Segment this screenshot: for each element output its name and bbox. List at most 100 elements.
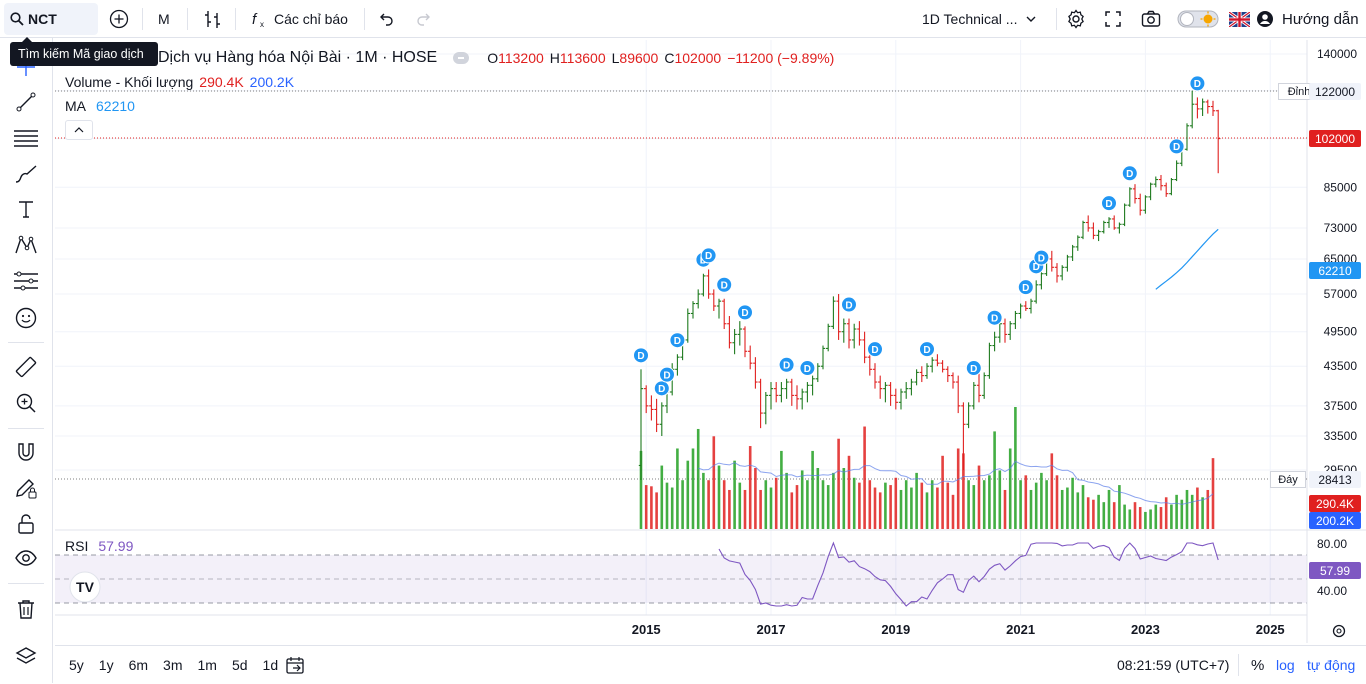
- dividend-marker[interactable]: D: [965, 360, 982, 377]
- object-tree-tool[interactable]: [13, 644, 39, 670]
- compare-symbol-button[interactable]: [106, 0, 132, 38]
- time-tick-label: 2017: [757, 622, 786, 637]
- screenshot-button[interactable]: [1140, 0, 1162, 38]
- price-bar: [654, 398, 659, 433]
- lock-drawings-tool[interactable]: [13, 511, 39, 537]
- volume-bar: [806, 480, 809, 529]
- prediction-tool[interactable]: [13, 268, 39, 294]
- dividend-marker[interactable]: D: [700, 247, 717, 264]
- chart-settings-gear[interactable]: [1332, 624, 1346, 638]
- zoom-tool[interactable]: [13, 390, 39, 416]
- high-label: H: [549, 50, 560, 66]
- dividend-marker[interactable]: D: [737, 304, 753, 321]
- dividend-marker[interactable]: D: [653, 380, 670, 397]
- dividend-markers[interactable]: DDDDDDDDDDDDDDDDDDDDDD: [633, 75, 1206, 397]
- rsi-tick-label: 40.00: [1317, 584, 1347, 598]
- tradingview-logo[interactable]: TV: [69, 571, 101, 603]
- range-button-5y[interactable]: 5y: [69, 657, 84, 673]
- range-button-1y[interactable]: 1y: [98, 657, 114, 673]
- legend-collapse-button[interactable]: [453, 52, 470, 64]
- svg-text:D: D: [663, 370, 670, 381]
- icon-tool[interactable]: [13, 305, 39, 331]
- search-icon: [10, 12, 24, 26]
- ma-line: [1155, 228, 1219, 290]
- dividend-marker[interactable]: D: [669, 332, 686, 349]
- svg-text:D: D: [705, 251, 712, 262]
- clock-label[interactable]: 08:21:59 (UTC+7): [1117, 657, 1230, 673]
- ma-legend[interactable]: MA 62210: [65, 98, 135, 114]
- stay-drawing-tool[interactable]: [13, 475, 39, 501]
- dividend-marker[interactable]: D: [841, 296, 857, 313]
- dividend-marker[interactable]: D: [1168, 138, 1185, 155]
- brush-tool[interactable]: [13, 161, 39, 187]
- redo-button[interactable]: [414, 0, 434, 38]
- log-toggle[interactable]: log: [1276, 657, 1295, 673]
- settings-button[interactable]: [1065, 0, 1087, 38]
- auto-toggle[interactable]: tự động: [1307, 657, 1356, 673]
- fullscreen-button[interactable]: [1103, 0, 1123, 38]
- svg-text:D: D: [1173, 142, 1180, 153]
- fib-tool[interactable]: [13, 125, 39, 151]
- pattern-tool[interactable]: [13, 232, 39, 258]
- volume-bar: [1086, 497, 1090, 529]
- magnet-tool[interactable]: [13, 439, 39, 465]
- interval-button[interactable]: M: [158, 11, 170, 27]
- remove-drawings-tool[interactable]: [13, 596, 39, 622]
- price-bar: [826, 323, 831, 352]
- volume-bar: [1102, 502, 1106, 529]
- dividend-marker[interactable]: D: [1101, 195, 1117, 212]
- symbol-search-button[interactable]: NCT: [4, 3, 98, 35]
- theme-toggle[interactable]: [1177, 0, 1221, 38]
- hide-drawings-tool[interactable]: [13, 545, 39, 571]
- range-button-3m[interactable]: 3m: [163, 657, 183, 673]
- range-button-6m[interactable]: 6m: [128, 657, 149, 673]
- dividend-marker[interactable]: D: [778, 356, 795, 373]
- dividend-marker[interactable]: D: [799, 360, 816, 377]
- time-axis[interactable]: 2015 2017 2019 2021 2023 2025: [632, 622, 1285, 637]
- measure-tool[interactable]: [13, 354, 39, 380]
- last-price-tag: 102000: [1309, 130, 1361, 147]
- goto-date-button[interactable]: [284, 646, 306, 684]
- range-button-5d[interactable]: 5d: [231, 657, 248, 673]
- dividend-marker[interactable]: D: [867, 341, 883, 358]
- language-button[interactable]: [1229, 0, 1250, 38]
- undo-button[interactable]: [376, 0, 396, 38]
- trend-line-tool[interactable]: [13, 89, 39, 115]
- price-bar: [909, 378, 914, 396]
- volume-bar: [1128, 509, 1132, 529]
- dividend-marker[interactable]: D: [716, 276, 733, 293]
- volume-bar: [681, 480, 684, 529]
- high-value: 113600: [559, 50, 606, 66]
- collapse-legend-button[interactable]: [65, 120, 93, 140]
- price-bar: [1200, 98, 1205, 117]
- dividend-marker[interactable]: D: [1189, 75, 1206, 92]
- dividend-marker[interactable]: D: [659, 366, 675, 383]
- range-button-1m[interactable]: 1m: [197, 657, 217, 673]
- chart-area[interactable]: DDDDDDDDDDDDDDDDDDDDDD 140000 122000 10200…: [55, 40, 1366, 643]
- volume-bar: [1076, 492, 1080, 529]
- price-bar: [1117, 222, 1122, 234]
- range-button-1d[interactable]: 1d: [262, 657, 279, 673]
- trend-line-icon: [16, 92, 36, 112]
- fullscreen-icon: [1105, 11, 1121, 27]
- dividend-marker[interactable]: D: [633, 347, 649, 364]
- low-value-tag: 28413: [1309, 471, 1361, 488]
- chart-type-button[interactable]: [202, 0, 224, 38]
- dividend-marker[interactable]: D: [1121, 165, 1138, 182]
- dividend-marker[interactable]: D: [1017, 279, 1034, 296]
- volume-bar: [1180, 499, 1184, 529]
- rsi-legend[interactable]: RSI 57.99: [65, 538, 133, 554]
- trash-icon: [18, 600, 34, 619]
- volume-bar: [956, 448, 960, 529]
- volume-legend[interactable]: Volume - Khối lượng 290.4K 200.2K: [65, 74, 294, 90]
- dividend-marker[interactable]: D: [1033, 249, 1050, 266]
- percent-toggle[interactable]: %: [1251, 656, 1265, 674]
- dividend-marker[interactable]: D: [986, 309, 1003, 326]
- help-button[interactable]: Hướng dẫn: [1256, 0, 1359, 38]
- layout-select[interactable]: 1D Technical ...: [922, 0, 1037, 38]
- volume-bar: [774, 477, 778, 529]
- text-tool[interactable]: [13, 196, 39, 222]
- dividend-marker[interactable]: D: [919, 341, 935, 358]
- chart-canvas[interactable]: DDDDDDDDDDDDDDDDDDDDDD 140000 122000 10200…: [55, 40, 1366, 643]
